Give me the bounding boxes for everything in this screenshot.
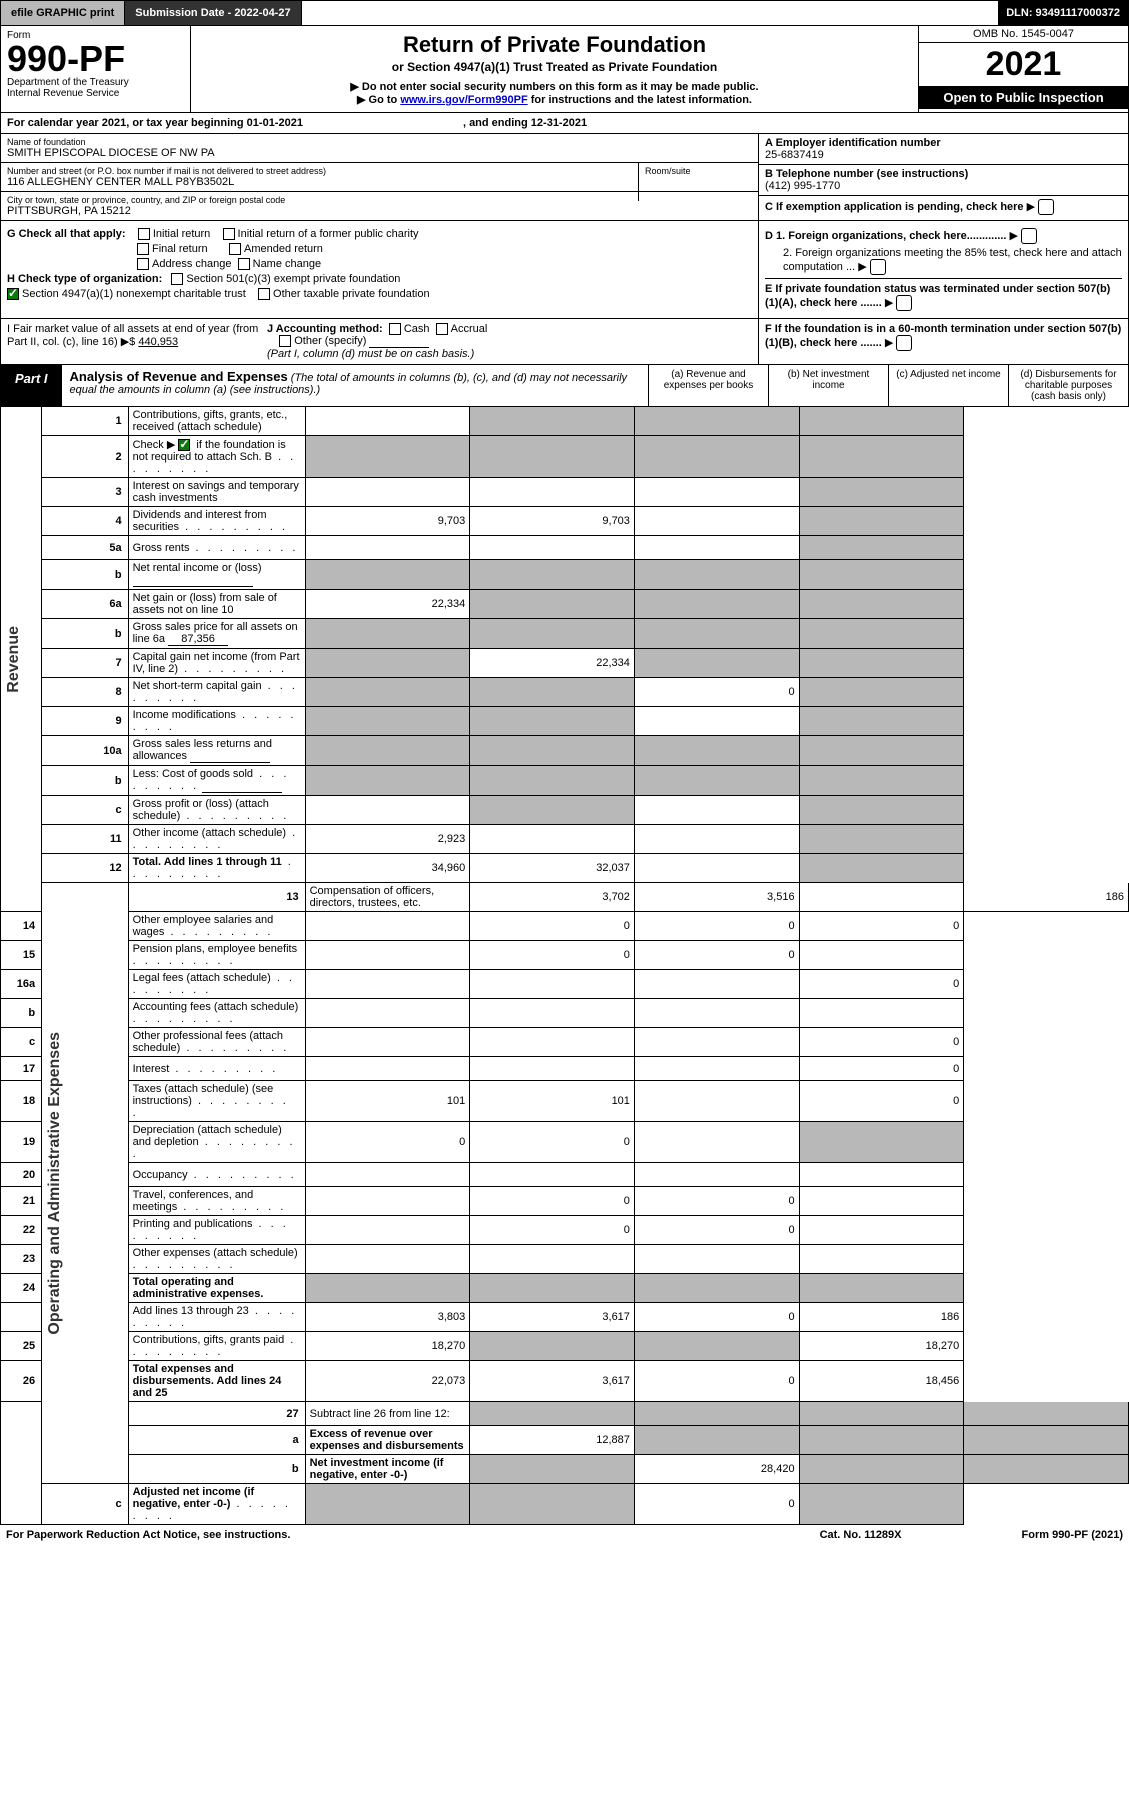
j-note: (Part I, column (d) must be on cash basi… — [267, 348, 474, 360]
g-label: G Check all that apply: — [7, 228, 126, 240]
ein-value: 25-6837419 — [765, 149, 824, 161]
irs-link[interactable]: www.irs.gov/Form990PF — [400, 94, 527, 106]
i-label: I Fair market value of all assets at end… — [7, 323, 258, 348]
col-b-header: (b) Net investment income — [768, 365, 888, 406]
f-label: F If the foundation is in a 60-month ter… — [765, 323, 1121, 349]
section-ijf: I Fair market value of all assets at end… — [0, 319, 1129, 365]
d1-checkbox[interactable] — [1021, 228, 1037, 244]
revenue-side-label: Revenue — [5, 626, 23, 693]
i-value: 440,953 — [138, 336, 178, 348]
g-initial-checkbox[interactable] — [138, 228, 150, 240]
paperwork-notice: For Paperwork Reduction Act Notice, see … — [6, 1529, 290, 1541]
form-title: Return of Private Foundation — [201, 32, 908, 58]
form-subtitle: or Section 4947(a)(1) Trust Treated as P… — [201, 60, 908, 74]
expenses-side-label: Operating and Administrative Expenses — [46, 1032, 64, 1335]
dept-treasury: Department of the Treasury — [7, 77, 184, 88]
g-final-checkbox[interactable] — [137, 243, 149, 255]
phone-value: (412) 995-1770 — [765, 180, 840, 192]
form-ref: Form 990-PF (2021) — [1022, 1529, 1123, 1541]
phone-label: B Telephone number (see instructions) — [765, 168, 968, 180]
g-initial-former-checkbox[interactable] — [223, 228, 235, 240]
open-public: Open to Public Inspection — [919, 86, 1128, 109]
irs-label: Internal Revenue Service — [7, 88, 184, 99]
form-number: 990-PF — [7, 41, 184, 77]
name-label: Name of foundation — [7, 137, 752, 147]
part1-tag: Part I — [1, 365, 62, 406]
schb-checkbox[interactable] — [178, 439, 190, 451]
d1-label: D 1. Foreign organizations, check here..… — [765, 230, 1006, 242]
j-accrual-checkbox[interactable] — [436, 323, 448, 335]
f-checkbox[interactable] — [896, 335, 912, 351]
g-amended-checkbox[interactable] — [229, 243, 241, 255]
d2-checkbox[interactable] — [870, 259, 886, 275]
page-footer: For Paperwork Reduction Act Notice, see … — [0, 1525, 1129, 1545]
e-checkbox[interactable] — [896, 295, 912, 311]
col-c-header: (c) Adjusted net income — [888, 365, 1008, 406]
g-name-checkbox[interactable] — [238, 258, 250, 270]
g-address-checkbox[interactable] — [137, 258, 149, 270]
d2-label: 2. Foreign organizations meeting the 85%… — [783, 247, 1122, 273]
part1-table: Revenue 1Contributions, gifts, grants, e… — [0, 407, 1129, 1525]
col-a-header: (a) Revenue and expenses per books — [648, 365, 768, 406]
form-note-1: ▶ Do not enter social security numbers o… — [201, 80, 908, 93]
h-501c3-checkbox[interactable] — [171, 273, 183, 285]
e-label: E If private foundation status was termi… — [765, 283, 1110, 309]
form-note-2: ▶ Go to www.irs.gov/Form990PF for instru… — [201, 93, 908, 106]
tax-year: 2021 — [919, 43, 1128, 86]
part1-header: Part I Analysis of Revenue and Expenses … — [0, 365, 1129, 407]
h-4947-checkbox[interactable] — [7, 288, 19, 300]
j-other-checkbox[interactable] — [279, 335, 291, 347]
calendar-year-line: For calendar year 2021, or tax year begi… — [0, 113, 1129, 134]
j-label: J Accounting method: — [267, 323, 383, 335]
city-state-zip: PITTSBURGH, PA 15212 — [7, 205, 752, 217]
submission-date: Submission Date - 2022-04-27 — [125, 1, 301, 25]
omb-number: OMB No. 1545-0047 — [919, 26, 1128, 43]
form-header: Form 990-PF Department of the Treasury I… — [0, 26, 1129, 113]
dln-label: DLN: 93491117000372 — [998, 1, 1128, 25]
room-suite-label: Room/suite — [638, 163, 758, 201]
part1-title: Analysis of Revenue and Expenses — [70, 369, 288, 384]
h-other-checkbox[interactable] — [258, 288, 270, 300]
section-g: G Check all that apply: Initial return I… — [0, 221, 1129, 319]
h-label: H Check type of organization: — [7, 273, 162, 285]
foundation-name: SMITH EPISCOPAL DIOCESE OF NW PA — [7, 147, 752, 159]
entity-block: Name of foundation SMITH EPISCOPAL DIOCE… — [0, 134, 1129, 221]
col-d-header: (d) Disbursements for charitable purpose… — [1008, 365, 1128, 406]
cat-no: Cat. No. 11289X — [820, 1529, 902, 1541]
topbar: efile GRAPHIC print Submission Date - 20… — [0, 0, 1129, 26]
efile-print-button[interactable]: efile GRAPHIC print — [1, 1, 125, 25]
ein-label: A Employer identification number — [765, 137, 941, 149]
c-label: C If exemption application is pending, c… — [765, 201, 1024, 213]
c-checkbox[interactable] — [1038, 199, 1054, 215]
j-cash-checkbox[interactable] — [389, 323, 401, 335]
